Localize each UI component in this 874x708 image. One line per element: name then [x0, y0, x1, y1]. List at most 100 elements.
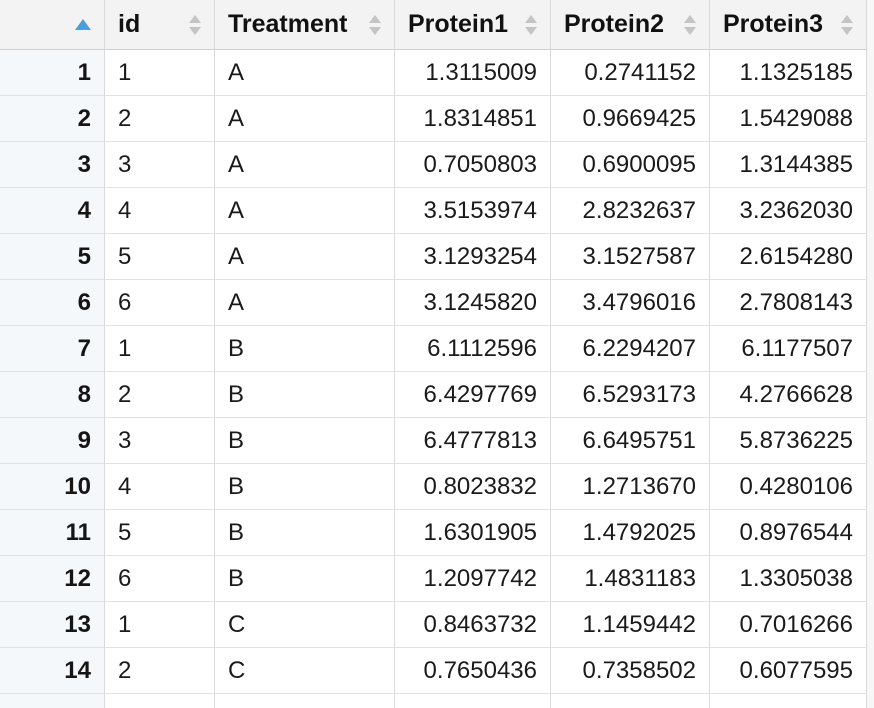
table-cell-id: 3: [105, 142, 215, 188]
table-cell-protein2: 6.2294207: [551, 326, 710, 372]
table-cell-id: 5: [105, 234, 215, 280]
sort-down-icon: [684, 26, 696, 35]
table-cell-protein3: 0.8976544: [710, 510, 867, 556]
table-cell-id: 1: [105, 326, 215, 372]
table-cell-id: 4: [105, 188, 215, 234]
column-header-protein3[interactable]: Protein3: [710, 0, 867, 50]
table-cell-id: 5: [105, 510, 215, 556]
table-cell-partial: [551, 694, 710, 708]
table-cell-treatment: A: [215, 142, 395, 188]
row-number-cell: 8: [0, 372, 105, 418]
table-cell-protein3: 3.2362030: [710, 188, 867, 234]
column-header-label: Protein2: [564, 10, 665, 38]
table-cell-id: 2: [105, 648, 215, 694]
table-cell-treatment: A: [215, 96, 395, 142]
table-cell-protein2: 6.5293173: [551, 372, 710, 418]
table-cell-protein1: 1.6301905: [395, 510, 551, 556]
table-cell-protein3: 2.6154280: [710, 234, 867, 280]
row-number-cell: 7: [0, 326, 105, 372]
sort-toggle-icon: [841, 14, 853, 35]
table-cell-protein1: 3.5153974: [395, 188, 551, 234]
table-cell-protein1: 1.2097742: [395, 556, 551, 602]
table-cell-protein3: 0.7016266: [710, 602, 867, 648]
sort-up-icon: [684, 14, 696, 23]
row-number-cell: 9: [0, 418, 105, 464]
table-cell-protein2: 3.4796016: [551, 280, 710, 326]
table-cell-treatment: C: [215, 648, 395, 694]
table-cell-protein2: 6.6495751: [551, 418, 710, 464]
table-cell-partial: [710, 694, 867, 708]
sort-ascending-icon: [75, 19, 91, 30]
column-header-row-number[interactable]: [0, 0, 105, 50]
table-cell-protein3: 0.6077595: [710, 648, 867, 694]
table-cell-protein1: 6.4297769: [395, 372, 551, 418]
table-cell-protein3: 1.5429088: [710, 96, 867, 142]
table-cell-protein2: 3.1527587: [551, 234, 710, 280]
row-number-cell: 5: [0, 234, 105, 280]
sort-down-icon: [369, 26, 381, 35]
table-cell-protein1: 6.1112596: [395, 326, 551, 372]
row-number-cell: 2: [0, 96, 105, 142]
table-cell-partial: [395, 694, 551, 708]
table-cell-protein3: 4.2766628: [710, 372, 867, 418]
row-number-cell: 13: [0, 602, 105, 648]
table-cell-protein3: 5.8736225: [710, 418, 867, 464]
table-cell-protein1: 1.8314851: [395, 96, 551, 142]
table-cell-treatment: A: [215, 188, 395, 234]
row-number-cell: 1: [0, 50, 105, 96]
table-cell-protein1: 6.4777813: [395, 418, 551, 464]
table-cell-protein2: 0.7358502: [551, 648, 710, 694]
table-cell-protein1: 3.1245820: [395, 280, 551, 326]
row-number-cell: 12: [0, 556, 105, 602]
column-header-label: Protein3: [723, 10, 824, 38]
table-cell-protein1: 3.1293254: [395, 234, 551, 280]
sort-toggle-icon: [684, 14, 696, 35]
table-cell-protein3: 1.3144385: [710, 142, 867, 188]
column-header-id[interactable]: id: [105, 0, 215, 50]
sort-up-icon: [525, 14, 537, 23]
table-cell-treatment: C: [215, 602, 395, 648]
table-cell-id: 1: [105, 602, 215, 648]
column-header-protein1[interactable]: Protein1: [395, 0, 551, 50]
table-cell-id: 6: [105, 556, 215, 602]
sort-down-icon: [525, 26, 537, 35]
row-number-cell-partial: [0, 694, 105, 708]
column-header-label: Protein1: [408, 10, 509, 38]
sort-toggle-icon: [525, 14, 537, 35]
table-cell-treatment: B: [215, 510, 395, 556]
table-cell-id: 2: [105, 96, 215, 142]
table-cell-id: 4: [105, 464, 215, 510]
table-cell-protein1: 0.7650436: [395, 648, 551, 694]
row-number-cell: 3: [0, 142, 105, 188]
table-cell-id: 6: [105, 280, 215, 326]
table-cell-protein2: 0.2741152: [551, 50, 710, 96]
row-number-cell: 10: [0, 464, 105, 510]
table-cell-protein3: 1.3305038: [710, 556, 867, 602]
table-cell-protein3: 6.1177507: [710, 326, 867, 372]
table-cell-treatment: B: [215, 464, 395, 510]
row-number-cell: 11: [0, 510, 105, 556]
column-header-treatment[interactable]: Treatment: [215, 0, 395, 50]
table-cell-protein3: 0.4280106: [710, 464, 867, 510]
table-cell-protein3: 1.1325185: [710, 50, 867, 96]
row-number-cell: 4: [0, 188, 105, 234]
table-cell-treatment: B: [215, 418, 395, 464]
sort-toggle-icon: [369, 14, 381, 35]
table-cell-protein3: 2.7808143: [710, 280, 867, 326]
table-cell-treatment: A: [215, 280, 395, 326]
table-cell-treatment: B: [215, 326, 395, 372]
table-cell-partial: [215, 694, 395, 708]
column-header-label: Treatment: [228, 10, 348, 38]
table-cell-protein1: 0.8023832: [395, 464, 551, 510]
table-cell-protein2: 1.1459442: [551, 602, 710, 648]
table-cell-protein2: 0.6900095: [551, 142, 710, 188]
sort-up-icon: [369, 14, 381, 23]
table-cell-treatment: B: [215, 556, 395, 602]
column-header-protein2[interactable]: Protein2: [551, 0, 710, 50]
sort-down-icon: [841, 26, 853, 35]
row-number-cell: 6: [0, 280, 105, 326]
table-cell-id: 2: [105, 372, 215, 418]
table-cell-protein1: 0.7050803: [395, 142, 551, 188]
